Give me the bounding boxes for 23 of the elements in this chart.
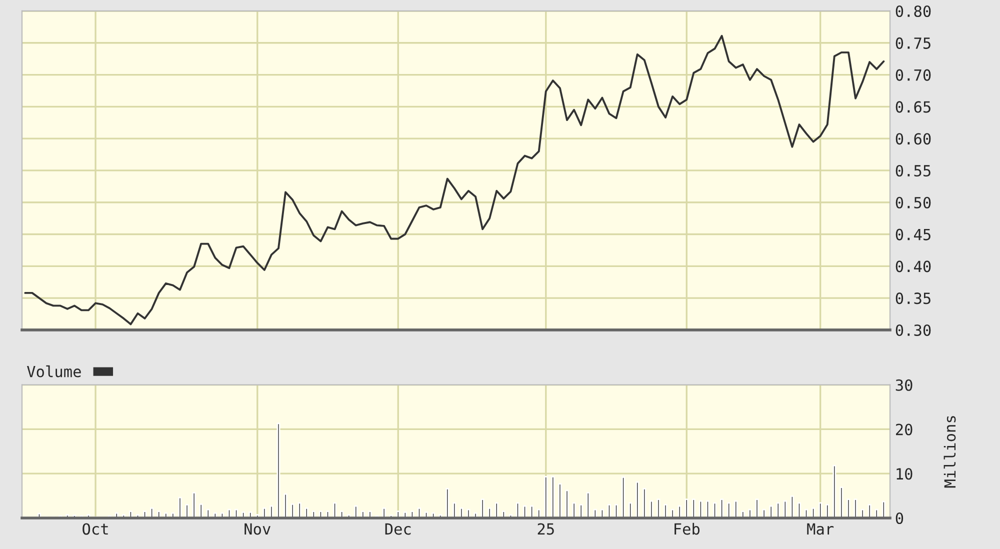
x-tick-label: Dec bbox=[385, 523, 411, 535]
y-tick-label: 0 bbox=[896, 512, 904, 524]
y-tick-label: 10 bbox=[896, 468, 912, 480]
y-tick-label: 0.65 bbox=[896, 101, 930, 113]
x-tick-label: Oct bbox=[82, 523, 108, 535]
y-tick-label: 0.75 bbox=[896, 37, 930, 49]
y-tick-label: 0.45 bbox=[896, 228, 930, 240]
y-tick-label: 0.60 bbox=[896, 133, 931, 145]
y-tick-label: 0.70 bbox=[896, 69, 931, 81]
y-tick-label: 30 bbox=[896, 379, 912, 391]
y-axis-title: Millions bbox=[944, 416, 956, 488]
y-tick-label: 0.40 bbox=[896, 260, 931, 272]
x-tick-label: Feb bbox=[674, 522, 700, 535]
y-tick-label: 0.30 bbox=[896, 324, 931, 336]
y-tick-label: 0.80 bbox=[896, 5, 931, 18]
y-tick-label: 0.55 bbox=[896, 164, 930, 177]
legend-label: Volume bbox=[27, 365, 81, 378]
y-tick-label: 0.50 bbox=[896, 196, 931, 208]
x-tick-label: 25 bbox=[538, 523, 554, 535]
y-tick-label: 20 bbox=[896, 424, 912, 436]
x-tick-label: Mar bbox=[807, 523, 834, 535]
y-tick-label: 0.35 bbox=[896, 292, 930, 304]
x-tick-label: Nov bbox=[244, 523, 270, 535]
